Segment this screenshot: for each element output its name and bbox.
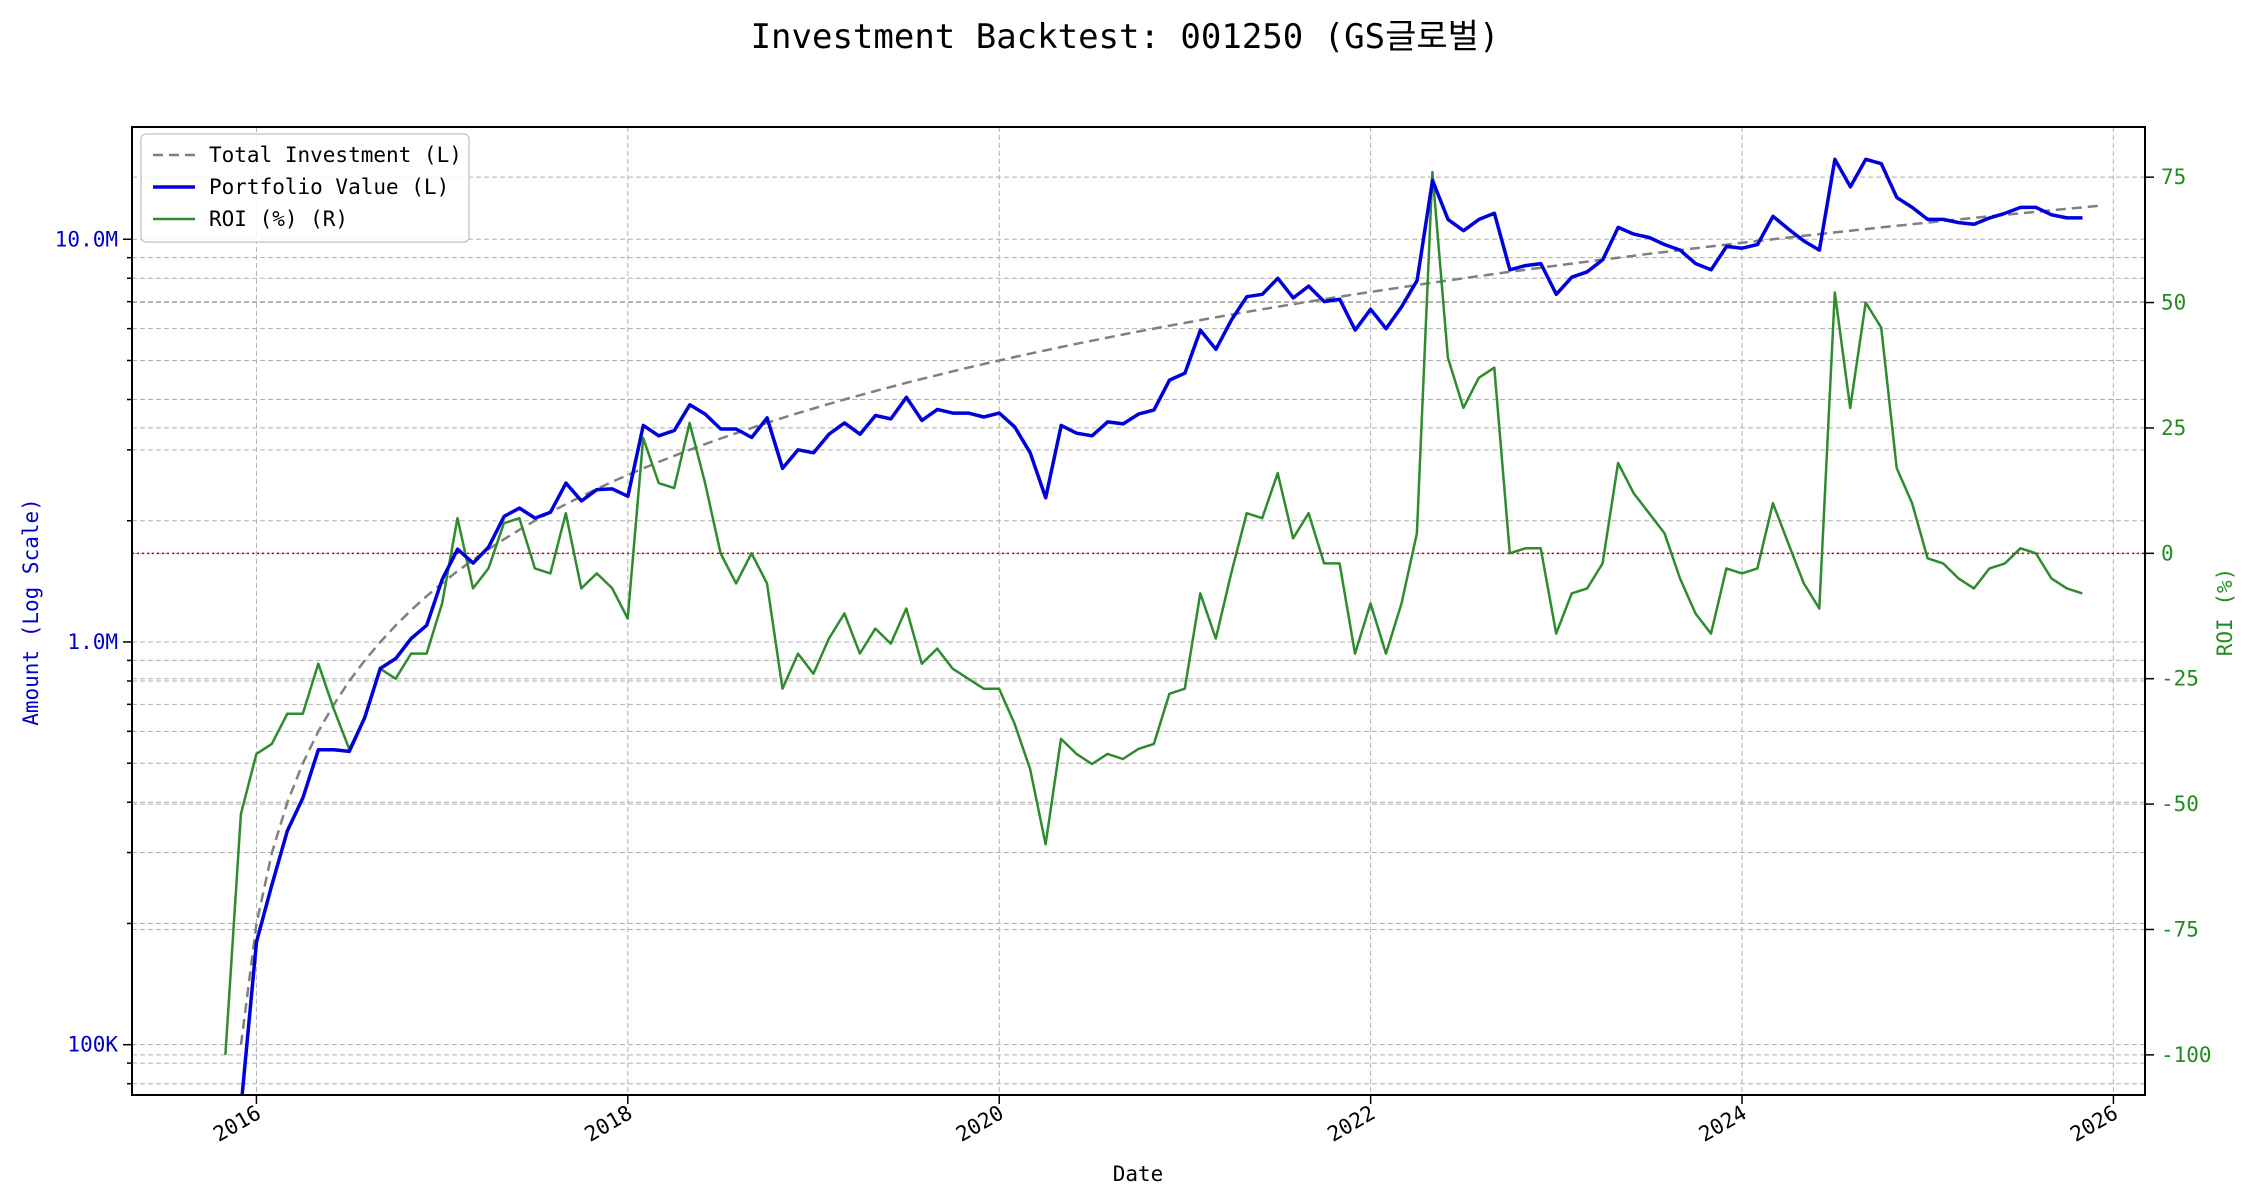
right-tick-label: 25 (2161, 416, 2186, 440)
plot-frame (131, 126, 2146, 1096)
left-tick-label: 1.0M (67, 630, 118, 654)
legend-label: Portfolio Value (L) (209, 175, 449, 199)
x-tick-label: 2026 (2066, 1101, 2122, 1147)
left-y-axis-label: Amount (Log Scale) (19, 498, 43, 726)
legend-label: ROI (%) (R) (209, 207, 348, 231)
right-tick-label: -50 (2161, 792, 2199, 816)
left-tick-label: 10.0M (55, 227, 118, 251)
right-tick-label: 75 (2161, 165, 2186, 189)
legend-box (140, 133, 470, 243)
series-line-2 (224, 170, 2083, 1055)
right-tick-label: -75 (2161, 917, 2199, 941)
right-tick-label: -25 (2161, 667, 2199, 691)
chart-title: Investment Backtest: 001250 (GS글로벌) (751, 17, 1500, 57)
grid-lines (132, 127, 2145, 1095)
right-tick-label: 50 (2161, 291, 2186, 315)
right-y-axis-label: ROI (%) (2213, 568, 2237, 657)
x-tick-label: 2020 (952, 1101, 1008, 1147)
series-lines (132, 157, 2145, 1095)
series-line-1 (240, 157, 2083, 1095)
right-tick-label: 0 (2161, 541, 2174, 565)
legend-label: Total Investment (L) (209, 143, 462, 167)
left-tick-label: 100K (67, 1033, 118, 1057)
x-tick-label: 2024 (1695, 1101, 1751, 1147)
legend: Total Investment (L) Portfolio Value (L) R… (140, 133, 470, 243)
x-axis: 2016 2018 2020 2022 2024 2026 (209, 1095, 2122, 1147)
right-tick-label: -100 (2161, 1043, 2212, 1067)
x-tick-label: 2018 (581, 1101, 637, 1147)
x-axis-label: Date (1113, 1162, 1164, 1186)
left-y-axis: 100K 1.0M 10.0M (55, 227, 132, 1085)
series-line-0 (239, 204, 2099, 1045)
x-tick-label: 2022 (1323, 1101, 1379, 1147)
x-tick-label: 2016 (209, 1101, 265, 1147)
right-y-axis: -100 -75 -50 -25 0 25 50 75 (2145, 165, 2212, 1067)
